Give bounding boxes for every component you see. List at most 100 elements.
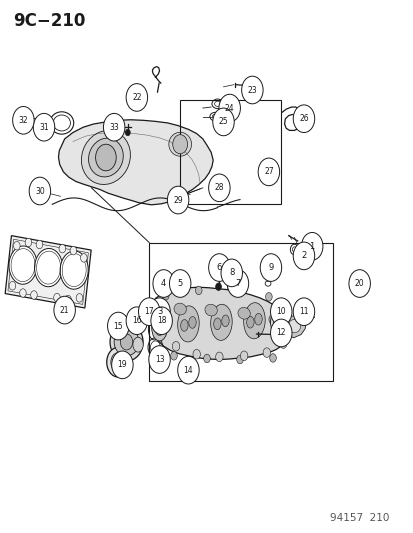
Circle shape	[126, 84, 147, 111]
Circle shape	[215, 283, 221, 290]
Ellipse shape	[81, 131, 130, 184]
Ellipse shape	[151, 314, 167, 341]
Text: 20: 20	[354, 279, 363, 288]
Ellipse shape	[246, 317, 254, 328]
Text: 18: 18	[157, 316, 166, 325]
Text: 9C−210: 9C−210	[13, 12, 85, 30]
Text: 13: 13	[154, 355, 164, 364]
Text: 26: 26	[299, 114, 308, 123]
Text: 23: 23	[247, 85, 256, 94]
Circle shape	[112, 351, 133, 378]
Ellipse shape	[237, 308, 250, 319]
Circle shape	[292, 105, 314, 133]
Circle shape	[148, 346, 170, 373]
Text: 30: 30	[35, 187, 45, 196]
Text: 24: 24	[224, 103, 234, 112]
Circle shape	[152, 270, 174, 297]
Text: 11: 11	[299, 307, 308, 316]
Ellipse shape	[268, 314, 280, 326]
Circle shape	[208, 254, 230, 281]
Circle shape	[54, 293, 60, 302]
Text: 2: 2	[301, 252, 306, 260]
Circle shape	[138, 298, 159, 326]
Ellipse shape	[9, 246, 37, 284]
Ellipse shape	[210, 304, 232, 341]
Circle shape	[172, 342, 179, 351]
Circle shape	[265, 293, 271, 301]
Circle shape	[33, 114, 55, 141]
Circle shape	[148, 298, 170, 326]
Circle shape	[120, 334, 133, 350]
Circle shape	[14, 241, 20, 250]
Text: 17: 17	[144, 307, 154, 316]
Circle shape	[54, 296, 75, 324]
Circle shape	[36, 240, 43, 249]
Circle shape	[64, 295, 71, 304]
Circle shape	[107, 348, 130, 377]
Ellipse shape	[270, 310, 285, 335]
Text: 1: 1	[309, 242, 314, 251]
Ellipse shape	[114, 328, 139, 356]
Circle shape	[103, 114, 125, 141]
Text: 31: 31	[39, 123, 49, 132]
Circle shape	[25, 238, 32, 247]
Circle shape	[236, 356, 243, 364]
Text: 9: 9	[268, 263, 273, 272]
Text: 22: 22	[132, 93, 141, 102]
Circle shape	[169, 270, 190, 297]
Circle shape	[192, 350, 200, 359]
Text: 21: 21	[60, 305, 69, 314]
Text: 29: 29	[173, 196, 183, 205]
Circle shape	[59, 244, 66, 253]
Circle shape	[263, 348, 270, 358]
Circle shape	[13, 107, 34, 134]
Circle shape	[157, 326, 165, 335]
Text: 7: 7	[235, 279, 240, 288]
Ellipse shape	[188, 317, 196, 328]
Text: 4: 4	[161, 279, 166, 288]
Text: 15: 15	[113, 321, 123, 330]
Text: 5: 5	[177, 279, 183, 288]
Ellipse shape	[221, 315, 229, 327]
Bar	[180, 100, 280, 204]
Circle shape	[218, 94, 240, 122]
Circle shape	[170, 352, 177, 360]
Circle shape	[70, 246, 76, 255]
Circle shape	[240, 351, 247, 361]
Circle shape	[162, 292, 169, 300]
Ellipse shape	[154, 320, 164, 336]
Text: 19: 19	[117, 360, 127, 369]
Circle shape	[348, 270, 370, 297]
Ellipse shape	[173, 303, 186, 315]
Circle shape	[227, 270, 248, 297]
Polygon shape	[152, 287, 288, 360]
Text: 6: 6	[216, 263, 221, 272]
Circle shape	[241, 76, 263, 104]
Circle shape	[208, 174, 230, 201]
Ellipse shape	[357, 272, 367, 293]
Ellipse shape	[88, 138, 123, 177]
Circle shape	[215, 352, 223, 362]
Ellipse shape	[180, 320, 188, 331]
Text: 25: 25	[218, 117, 228, 126]
Circle shape	[270, 319, 291, 347]
Circle shape	[76, 294, 83, 302]
Polygon shape	[58, 120, 213, 205]
Circle shape	[29, 177, 50, 205]
Ellipse shape	[254, 313, 261, 325]
Ellipse shape	[133, 337, 143, 352]
Text: 3: 3	[157, 307, 162, 316]
Text: 32: 32	[19, 116, 28, 125]
Polygon shape	[5, 236, 91, 308]
Text: 12: 12	[276, 328, 285, 337]
Circle shape	[221, 259, 242, 287]
Ellipse shape	[60, 251, 88, 289]
Text: 28: 28	[214, 183, 223, 192]
Text: 8: 8	[228, 269, 234, 277]
Circle shape	[292, 298, 314, 326]
Text: 14: 14	[183, 366, 193, 375]
Ellipse shape	[180, 363, 193, 372]
Bar	[149, 243, 332, 381]
Circle shape	[230, 287, 237, 296]
Circle shape	[95, 144, 116, 171]
